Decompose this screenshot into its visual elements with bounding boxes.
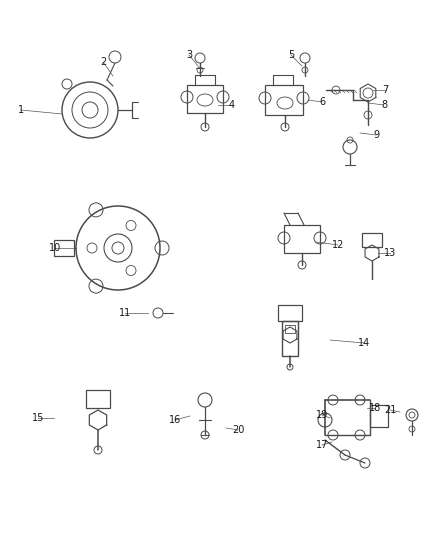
Text: 7: 7 (382, 85, 388, 95)
Text: 19: 19 (316, 410, 328, 420)
Text: 16: 16 (169, 415, 181, 425)
Text: 9: 9 (373, 130, 379, 140)
Bar (187, 85, 223, 113)
Text: 17: 17 (316, 440, 328, 450)
Bar (370, 405, 388, 427)
Bar (265, 85, 303, 115)
Text: 21: 21 (384, 405, 396, 415)
Text: 2: 2 (100, 57, 106, 67)
Text: 10: 10 (49, 243, 61, 253)
Bar (54, 240, 74, 256)
Text: 13: 13 (384, 248, 396, 258)
Bar (284, 225, 320, 253)
Bar (285, 325, 295, 333)
Text: 11: 11 (119, 308, 131, 318)
Text: 1: 1 (18, 105, 24, 115)
Text: 4: 4 (229, 100, 235, 110)
Text: 12: 12 (332, 240, 344, 250)
Bar (278, 305, 302, 321)
Text: 8: 8 (381, 100, 387, 110)
Text: 15: 15 (32, 413, 44, 423)
Text: 5: 5 (288, 50, 294, 60)
Text: 14: 14 (358, 338, 370, 348)
Bar (86, 390, 110, 408)
Text: 3: 3 (186, 50, 192, 60)
Text: 6: 6 (319, 97, 325, 107)
Bar (362, 233, 382, 247)
Text: 18: 18 (369, 403, 381, 413)
Bar (282, 321, 298, 356)
Text: 20: 20 (232, 425, 244, 435)
